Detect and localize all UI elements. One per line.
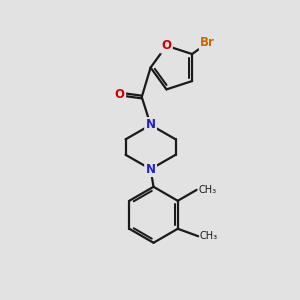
Text: CH₃: CH₃ [198, 185, 217, 195]
Text: Br: Br [200, 36, 215, 49]
Text: N: N [146, 118, 156, 131]
Text: O: O [161, 39, 172, 52]
Text: O: O [115, 88, 125, 100]
Text: CH₃: CH₃ [200, 231, 218, 241]
Text: N: N [146, 163, 156, 176]
